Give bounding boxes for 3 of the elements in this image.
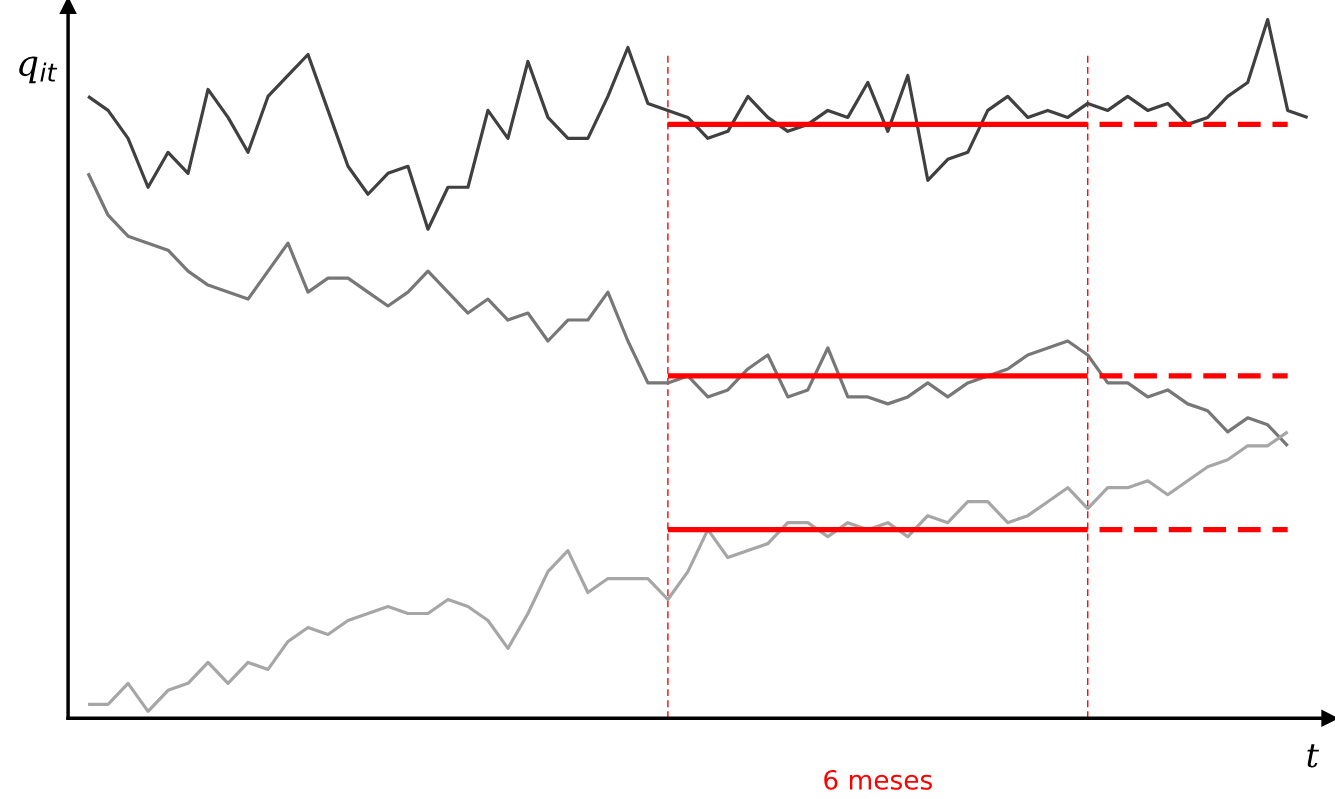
x-axis-title: t [1307, 744, 1320, 768]
text: 6 meses [824, 769, 932, 790]
y-axis-title: q$_{it}$ [19, 56, 58, 84]
